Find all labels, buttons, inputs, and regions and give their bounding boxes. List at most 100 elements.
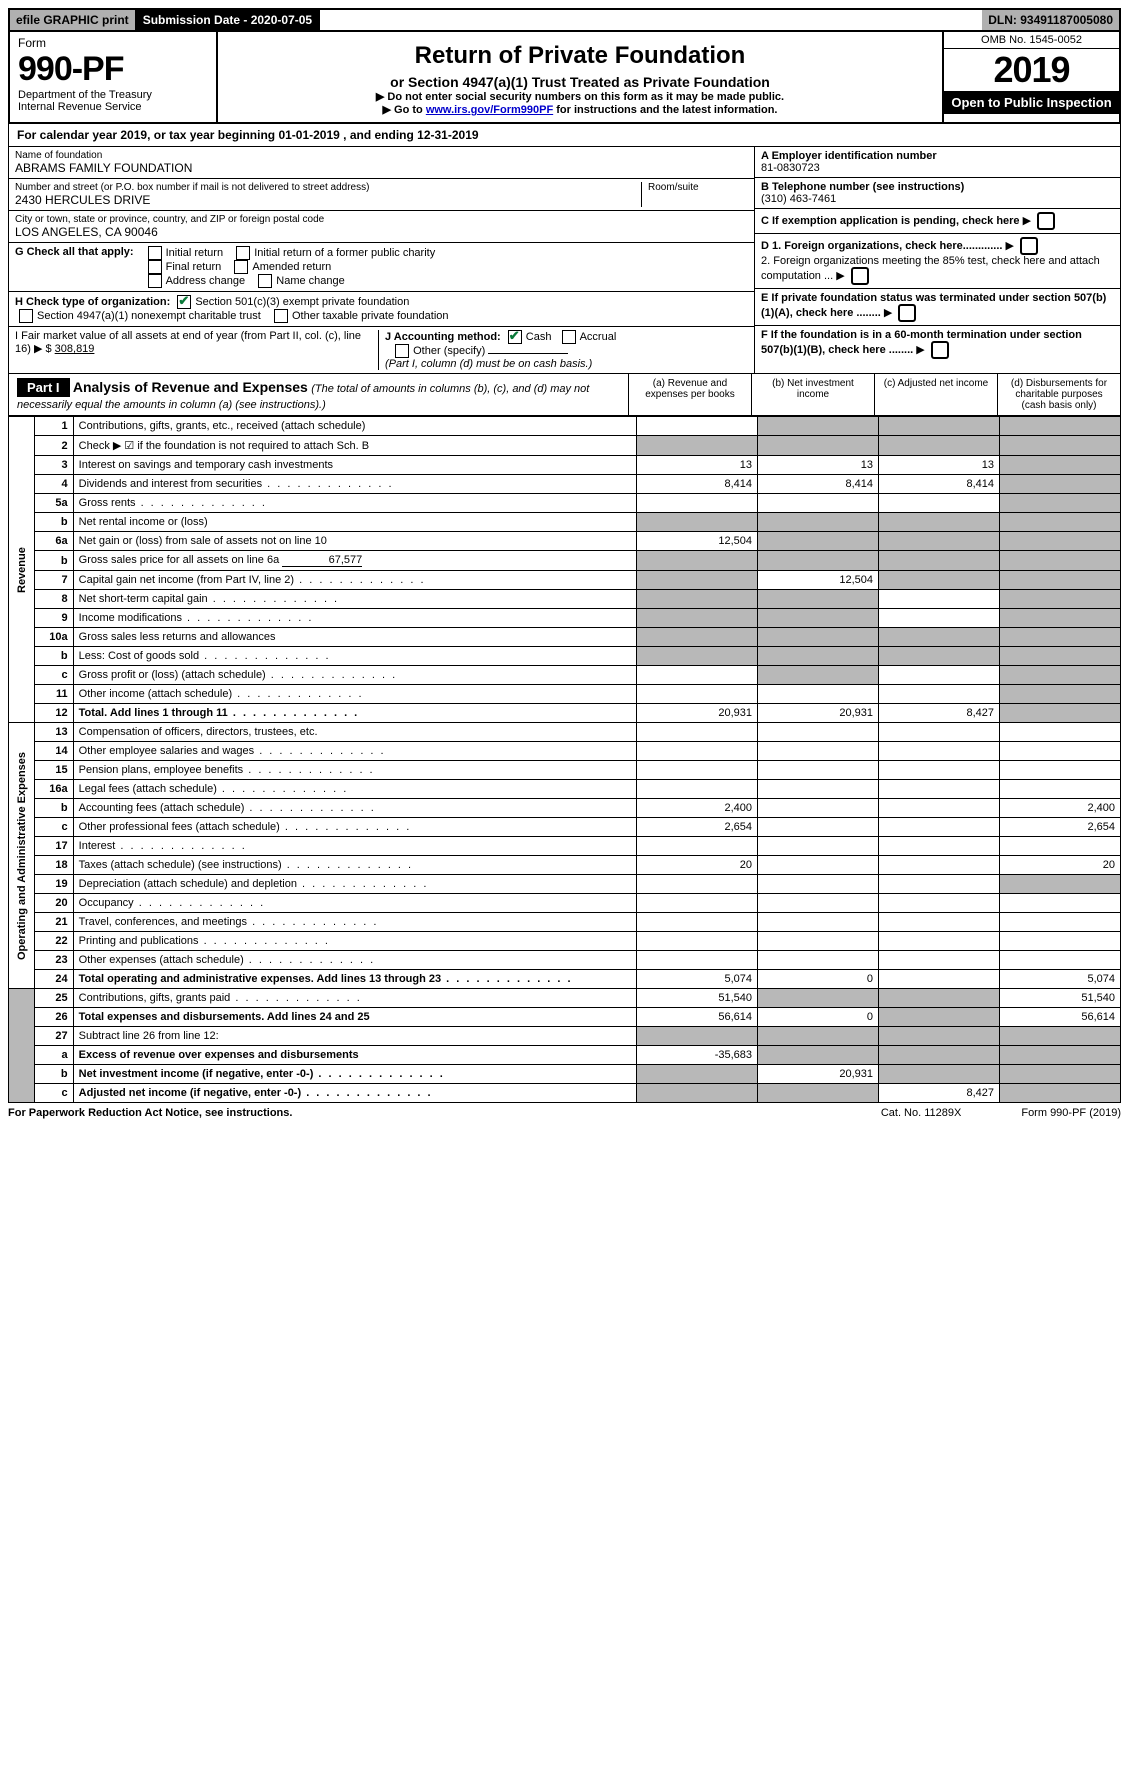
cb-4947[interactable] [19,309,33,323]
rb: 20,931 [758,704,879,723]
rd: Contributions, gifts, grants paid [73,989,636,1008]
cb-other-acct[interactable] [395,344,409,358]
rd: Income modifications [73,609,636,628]
cb-other-tax[interactable] [274,309,288,323]
rn: 1 [34,417,73,436]
g-label: G Check all that apply: [15,246,144,288]
j-other: Other (specify) [413,345,485,357]
cb-e[interactable] [898,304,916,322]
form-number: 990-PF [18,50,208,89]
rn: b [34,647,73,666]
part1-badge: Part I [17,378,70,397]
rd: Net rental income or (loss) [73,513,636,532]
rn: 14 [34,742,73,761]
rn: b [34,551,73,571]
rd: Net investment income (if negative, ente… [73,1065,636,1084]
rn: 12 [34,704,73,723]
rb: 8,414 [758,475,879,494]
col-d: (d) Disbursements for charitable purpose… [997,374,1120,415]
cb-namechg[interactable] [258,274,272,288]
rn: 24 [34,970,73,989]
part1-title: Analysis of Revenue and Expenses [73,379,308,395]
rn: c [34,1084,73,1103]
rd: Contributions, gifts, grants, etc., rece… [73,417,636,436]
cb-final[interactable] [148,260,162,274]
rn: 4 [34,475,73,494]
j-accrual: Accrual [580,331,617,343]
cb-accrual[interactable] [562,330,576,344]
rd: Accounting fees (attach schedule) [73,799,636,818]
rd: Dividends and interest from securities [73,475,636,494]
cb-initial-former[interactable] [236,246,250,260]
cb-amended[interactable] [234,260,248,274]
rd: Interest on savings and temporary cash i… [73,456,636,475]
rd: Less: Cost of goods sold [73,647,636,666]
rd: Occupancy [73,894,636,913]
g1: Initial return of a former public charit… [254,247,435,259]
form-header: Form 990-PF Department of the Treasury I… [8,32,1121,124]
rb: 20,931 [758,1065,879,1084]
rd: Gross rents [73,494,636,513]
rd: Printing and publications [73,932,636,951]
instr2-pre: ▶ Go to [383,104,426,116]
table-row: bLess: Cost of goods sold [9,647,1121,666]
cb-f[interactable] [931,341,949,359]
rn: 16a [34,780,73,799]
rd: Compensation of officers, directors, tru… [73,723,636,742]
rd-txt: Gross sales price for all assets on line… [79,554,280,566]
rd: Gross profit or (loss) (attach schedule) [73,666,636,685]
cb-c[interactable] [1037,212,1055,230]
c-cell: C If exemption application is pending, c… [755,209,1120,234]
col-c: (c) Adjusted net income [874,374,997,415]
table-row: 9Income modifications [9,609,1121,628]
rd: Gross sales price for all assets on line… [73,551,636,571]
table-row: b Gross sales price for all assets on lin… [9,551,1121,571]
tax-year: 2019 [944,49,1119,91]
h3: Other taxable private foundation [292,310,449,322]
rdd: 20 [1000,856,1121,875]
table-row: 23Other expenses (attach schedule) [9,951,1121,970]
dept: Department of the Treasury Internal Reve… [18,89,208,113]
ra: 5,074 [637,970,758,989]
footer-right: Form 990-PF (2019) [1021,1107,1121,1119]
omb: OMB No. 1545-0052 [944,32,1119,49]
h1: Section 501(c)(3) exempt private foundat… [195,296,409,308]
table-row: 16aLegal fees (attach schedule) [9,780,1121,799]
g2: Final return [166,261,222,273]
ra: 56,614 [637,1008,758,1027]
rn: 2 [34,436,73,456]
rn: 6a [34,532,73,551]
table-row: 3Interest on savings and temporary cash … [9,456,1121,475]
phone-label: B Telephone number (see instructions) [761,181,1114,193]
rc: 13 [879,456,1000,475]
ra: 51,540 [637,989,758,1008]
opex-vlabel: Operating and Administrative Expenses [9,723,35,989]
ra: 13 [637,456,758,475]
f-cell: F If the foundation is in a 60-month ter… [755,326,1120,362]
addr-label: Number and street (or P.O. box number if… [15,182,641,193]
rd: Other professional fees (attach schedule… [73,818,636,837]
footer: For Paperwork Reduction Act Notice, see … [8,1103,1121,1119]
rn: 20 [34,894,73,913]
table-row: 22Printing and publications [9,932,1121,951]
ra: 8,414 [637,475,758,494]
cb-initial[interactable] [148,246,162,260]
cb-addrchg[interactable] [148,274,162,288]
table-row: 15Pension plans, employee benefits [9,761,1121,780]
h2: Section 4947(a)(1) nonexempt charitable … [37,310,261,322]
cb-d2[interactable] [851,267,869,285]
h-checks: H Check type of organization: Section 50… [9,292,754,327]
d1-label: D 1. Foreign organizations, check here..… [761,240,1002,252]
rn: b [34,799,73,818]
cb-d1[interactable] [1020,237,1038,255]
ij-row: I Fair market value of all assets at end… [9,327,754,373]
instr2: ▶ Go to www.irs.gov/Form990PF for instru… [228,103,932,116]
cb-cash[interactable] [508,330,522,344]
ra: 2,400 [637,799,758,818]
ra: -35,683 [637,1046,758,1065]
cb-501c3[interactable] [177,295,191,309]
rn: 23 [34,951,73,970]
rd: Check ▶ ☑ if the foundation is not requi… [73,436,636,456]
form-link[interactable]: www.irs.gov/Form990PF [426,104,553,116]
d-cell: D 1. Foreign organizations, check here..… [755,234,1120,289]
